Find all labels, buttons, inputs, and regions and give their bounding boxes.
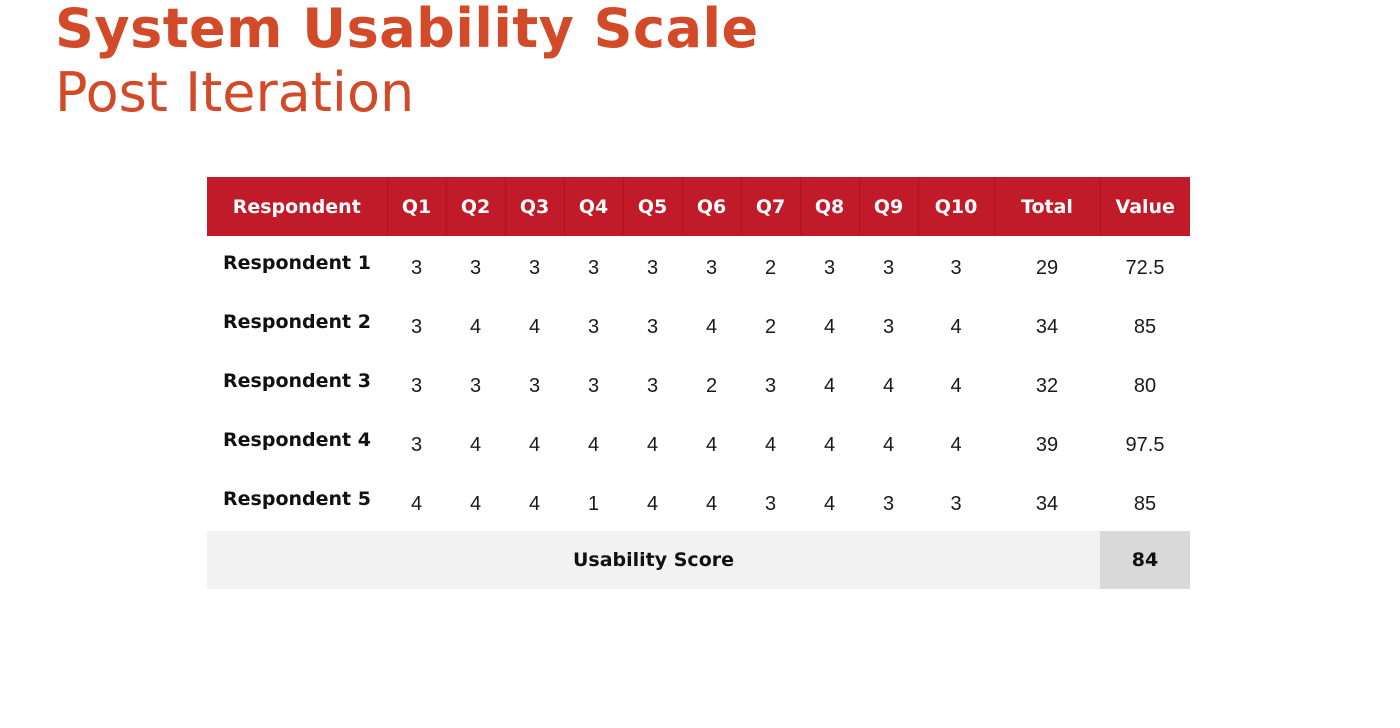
- table-row: Respondent 3 3 3 3 3 3 2 3 4 4 4 32 80: [207, 354, 1190, 413]
- answer-cell: 3: [646, 375, 659, 397]
- answer-cell: 4: [528, 434, 541, 456]
- respondent-name: Respondent 1: [223, 251, 371, 274]
- respondent-name: Respondent 5: [223, 487, 371, 510]
- answer-cell: 4: [528, 493, 541, 515]
- answer-cell: 3: [410, 434, 423, 456]
- answer-cell: 4: [646, 493, 659, 515]
- respondent-name: Respondent 3: [223, 369, 371, 392]
- header-cell-q3: Q3: [505, 177, 565, 236]
- answer-cell: 3: [705, 257, 718, 279]
- answer-cell: 1: [587, 493, 600, 515]
- answer-cell: 4: [823, 375, 836, 397]
- answer-cell: 3: [410, 375, 423, 397]
- page-subtitle: Post Iteration: [55, 61, 415, 124]
- answer-cell: 3: [646, 316, 659, 338]
- header-cell-respondent: Respondent: [207, 177, 388, 236]
- answer-cell: 3: [950, 493, 962, 515]
- answer-cell: 2: [764, 257, 777, 279]
- answer-cell: 3: [646, 257, 659, 279]
- page-title: System Usability Scale: [55, 0, 759, 60]
- total-cell: 29: [1035, 257, 1059, 279]
- answer-cell: 3: [469, 257, 482, 279]
- answer-cell: 3: [882, 316, 895, 338]
- answer-cell: 3: [528, 375, 541, 397]
- answer-cell: 3: [410, 257, 423, 279]
- answer-cell: 3: [882, 257, 895, 279]
- header-cell-q8: Q8: [800, 177, 860, 236]
- header-cell-total: Total: [994, 177, 1101, 236]
- answer-cell: 3: [950, 257, 962, 279]
- total-cell: 39: [1035, 434, 1059, 456]
- answer-cell: 4: [705, 493, 718, 515]
- header-cell-q5: Q5: [623, 177, 683, 236]
- answer-cell: 4: [469, 493, 482, 515]
- header-cell-value: Value: [1100, 177, 1190, 236]
- answer-cell: 3: [764, 493, 777, 515]
- usability-score-label: Usability Score: [207, 531, 1100, 589]
- answer-cell: 3: [823, 257, 836, 279]
- answer-cell: 3: [528, 257, 541, 279]
- answer-cell: 3: [587, 375, 600, 397]
- answer-cell: 4: [410, 493, 423, 515]
- answer-cell: 3: [587, 316, 600, 338]
- table-row: Respondent 2 3 4 4 3 3 4 2 4 3 4 34 85: [207, 295, 1190, 354]
- answer-cell: 4: [950, 316, 962, 338]
- answer-cell: 4: [646, 434, 659, 456]
- answer-cell: 4: [823, 434, 836, 456]
- header-cell-q4: Q4: [564, 177, 624, 236]
- answer-cell: 3: [469, 375, 482, 397]
- answer-cell: 3: [410, 316, 423, 338]
- answer-cell: 4: [823, 316, 836, 338]
- answer-cell: 4: [587, 434, 600, 456]
- respondent-name: Respondent 4: [223, 428, 371, 451]
- answer-cell: 4: [950, 375, 962, 397]
- table-row: Respondent 4 3 4 4 4 4 4 4 4 4 4 39 97.5: [207, 413, 1190, 472]
- header-cell-q6: Q6: [682, 177, 742, 236]
- total-cell: 34: [1035, 316, 1059, 338]
- header-cell-q1: Q1: [387, 177, 447, 236]
- usability-score-row: Usability Score 84: [207, 531, 1190, 589]
- table-header-row: Respondent Q1 Q2 Q3 Q4 Q5 Q6 Q7 Q8 Q9 Q1…: [207, 177, 1190, 236]
- answer-cell: 2: [764, 316, 777, 338]
- sus-table: Respondent Q1 Q2 Q3 Q4 Q5 Q6 Q7 Q8 Q9 Q1…: [207, 177, 1190, 589]
- answer-cell: 4: [950, 434, 962, 456]
- answer-cell: 2: [705, 375, 718, 397]
- respondent-name: Respondent 2: [223, 310, 371, 333]
- value-cell: 85: [1133, 316, 1157, 338]
- header-cell-q9: Q9: [859, 177, 919, 236]
- total-cell: 34: [1035, 493, 1059, 515]
- value-cell: 72.5: [1125, 257, 1165, 279]
- table-row: Respondent 5 4 4 4 1 4 4 3 4 3 3 34 85: [207, 472, 1190, 531]
- answer-cell: 4: [469, 316, 482, 338]
- answer-cell: 3: [882, 493, 895, 515]
- answer-cell: 4: [823, 493, 836, 515]
- value-cell: 97.5: [1125, 434, 1165, 456]
- answer-cell: 3: [764, 375, 777, 397]
- answer-cell: 4: [882, 434, 895, 456]
- answer-cell: 4: [705, 434, 718, 456]
- header-cell-q10: Q10: [918, 177, 995, 236]
- value-cell: 80: [1133, 375, 1157, 397]
- header-cell-q2: Q2: [446, 177, 506, 236]
- total-cell: 32: [1035, 375, 1059, 397]
- usability-score-value: 84: [1100, 531, 1190, 589]
- answer-cell: 4: [882, 375, 895, 397]
- header-cell-q7: Q7: [741, 177, 801, 236]
- table-row: Respondent 1 3 3 3 3 3 3 2 3 3 3 29 72.5: [207, 236, 1190, 295]
- answer-cell: 4: [705, 316, 718, 338]
- answer-cell: 3: [587, 257, 600, 279]
- answer-cell: 4: [469, 434, 482, 456]
- value-cell: 85: [1133, 493, 1157, 515]
- answer-cell: 4: [764, 434, 777, 456]
- answer-cell: 4: [528, 316, 541, 338]
